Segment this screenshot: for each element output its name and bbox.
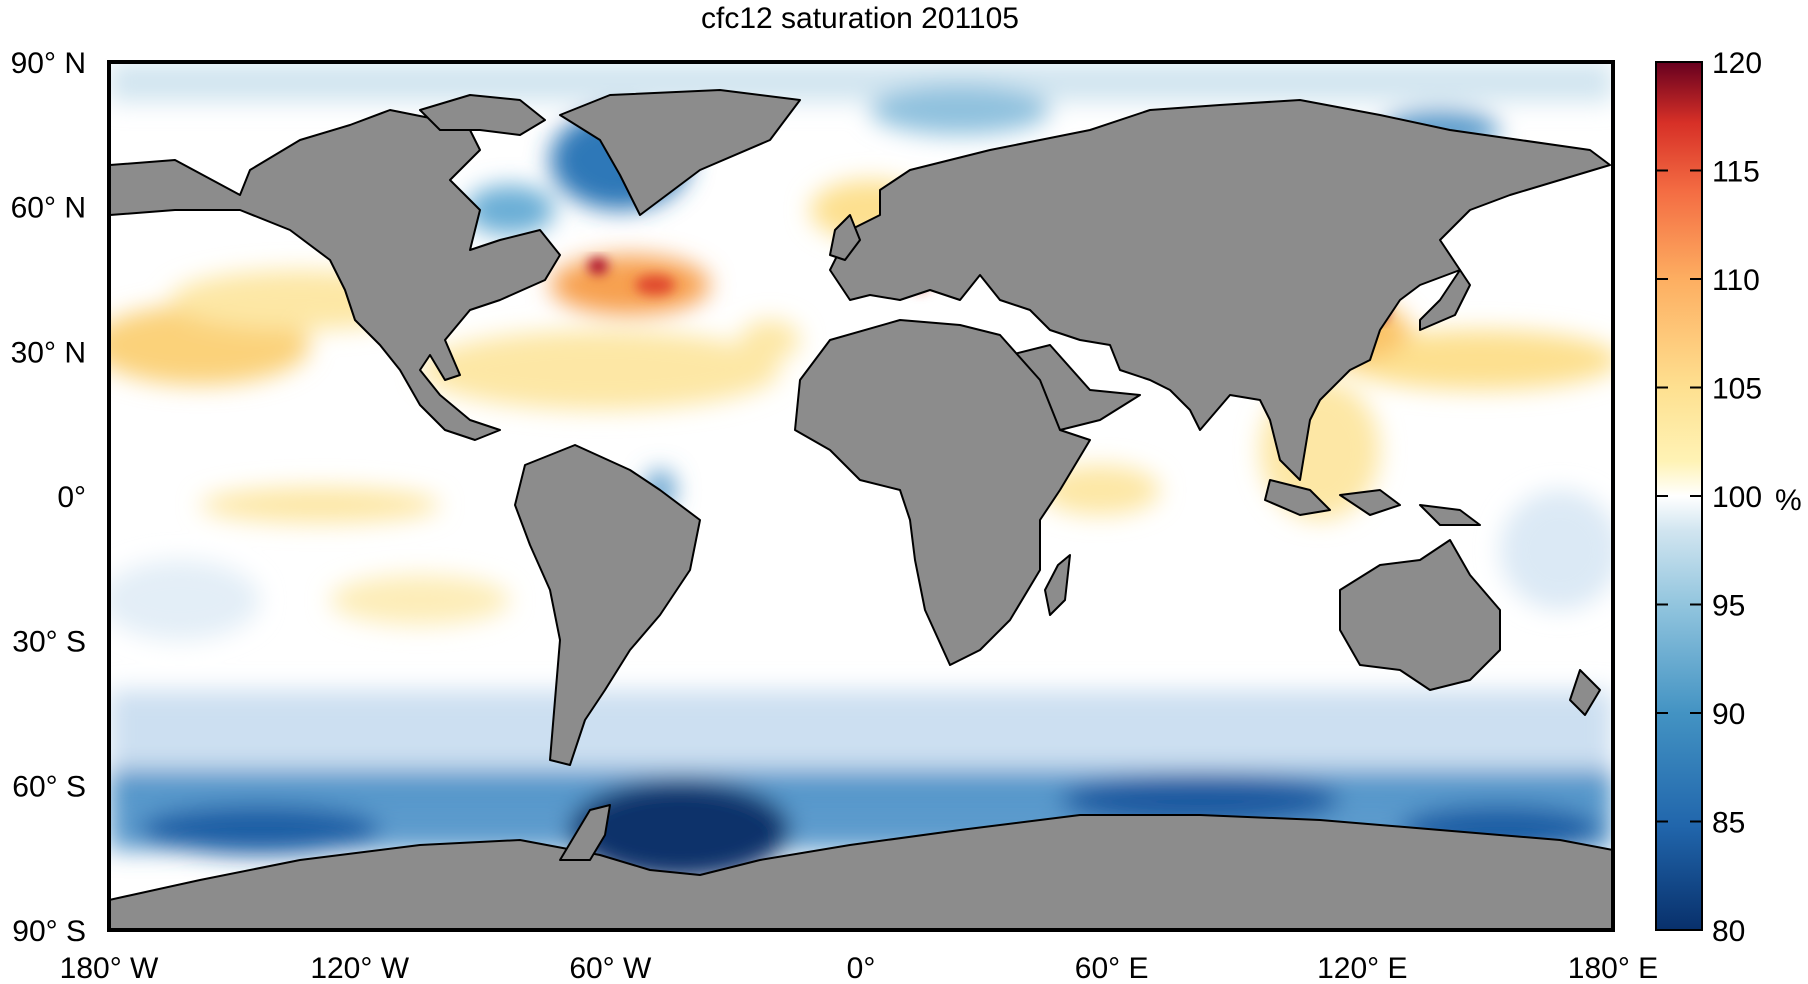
colorbar-tick-label: 85 [1712,807,1745,840]
colorbar-unit-label: % [1775,484,1802,517]
colorbar-tick-label: 90 [1712,698,1745,731]
latitude-ticks: 90° N 60° N 30° N 0° 30° S 60° S 90° S [11,47,86,948]
longitude-ticks: 180° W 120° W 60° W 0° 60° E 120° E 180° E [60,952,1659,984]
lat-tick-label: 60° N [11,192,86,225]
lon-tick-label: 60° E [1075,952,1149,984]
land-new-zealand [1569,669,1601,716]
lon-tick-label: 180° W [60,952,159,984]
land-greenland [559,89,801,216]
colorbar-tick-label: 115 [1712,156,1760,189]
lat-tick-label: 30° N [11,336,86,369]
colorbar-tick-label: 105 [1712,373,1762,406]
land-australia [1339,539,1501,691]
lon-tick-label: 180° E [1568,952,1658,984]
land-japan [1419,269,1471,331]
lat-tick-label: 90° S [12,915,86,948]
lon-tick-label: 60° W [569,952,652,984]
colorbar-tick-label: 100 [1712,481,1762,514]
colorbar-tick-label: 80 [1712,915,1745,948]
colorbar-ticks: 80 85 90 95 100 105 110 115 120 [1656,47,1762,948]
map-frame [107,60,1615,932]
land-eurasia [829,99,1611,481]
colorbar-tick-label: 95 [1712,590,1745,623]
colorbar-tick-label: 110 [1712,264,1760,297]
colorbar-tick-label: 120 [1712,47,1762,80]
saturation-field [109,62,1613,880]
map-area [109,62,1613,930]
land-antarctica [109,814,1613,930]
lon-tick-label: 120° W [310,952,409,984]
land-antarctic-peninsula [559,804,611,861]
map-title: cfc12 saturation 201105 [701,2,1019,35]
lat-tick-label: 0° [57,481,86,514]
lat-tick-label: 90° N [11,47,86,80]
lat-tick-label: 30° S [12,626,86,659]
land-uk [829,214,861,261]
lon-tick-label: 0° [847,952,876,984]
land-arctic-islands [419,94,546,136]
land [109,89,1613,930]
land-madagascar [1044,554,1071,616]
lon-tick-label: 120° E [1317,952,1407,984]
land-indonesia [1264,479,1481,526]
land-africa [794,319,1091,666]
land-north-america [109,109,561,441]
colorbar: 80 85 90 95 100 105 110 115 120 % [1655,47,1802,948]
land-south-america [514,444,701,766]
lat-tick-label: 60° S [12,770,86,803]
